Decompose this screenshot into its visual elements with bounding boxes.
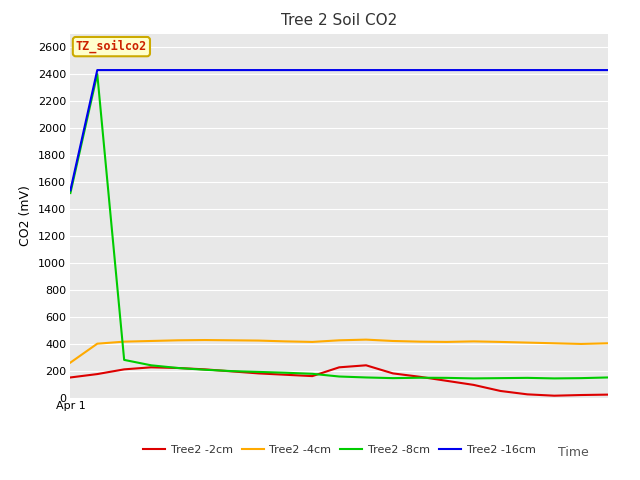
Tree2 -8cm bbox=[604, 374, 612, 380]
Tree2 -8cm bbox=[524, 375, 531, 381]
Tree2 -16cm bbox=[120, 67, 128, 73]
Tree2 -16cm bbox=[470, 67, 477, 73]
Tree2 -16cm bbox=[201, 67, 209, 73]
Tree2 -8cm bbox=[389, 375, 397, 381]
Tree2 -16cm bbox=[147, 67, 155, 73]
Tree2 -4cm bbox=[470, 338, 477, 344]
Tree2 -8cm bbox=[255, 369, 262, 375]
Tree2 -16cm bbox=[93, 67, 101, 73]
Tree2 -4cm bbox=[255, 338, 262, 344]
Text: TZ_soilco2: TZ_soilco2 bbox=[76, 40, 147, 53]
Tree2 -2cm bbox=[67, 374, 74, 380]
Line: Tree2 -4cm: Tree2 -4cm bbox=[70, 340, 608, 362]
Tree2 -2cm bbox=[147, 364, 155, 370]
Tree2 -4cm bbox=[497, 339, 504, 345]
Tree2 -8cm bbox=[67, 190, 74, 196]
Tree2 -4cm bbox=[577, 341, 585, 347]
Tree2 -4cm bbox=[604, 340, 612, 346]
Tree2 -4cm bbox=[147, 338, 155, 344]
Tree2 -8cm bbox=[443, 375, 451, 381]
Tree2 -4cm bbox=[201, 337, 209, 343]
Tree2 -4cm bbox=[67, 360, 74, 365]
Tree2 -4cm bbox=[93, 341, 101, 347]
Tree2 -8cm bbox=[201, 367, 209, 372]
Tree2 -2cm bbox=[416, 374, 424, 380]
Tree2 -4cm bbox=[308, 339, 316, 345]
Tree2 -2cm bbox=[174, 365, 182, 371]
Tree2 -4cm bbox=[174, 337, 182, 343]
Tree2 -16cm bbox=[524, 67, 531, 73]
Tree2 -16cm bbox=[335, 67, 343, 73]
Tree2 -8cm bbox=[550, 375, 558, 381]
Tree2 -16cm bbox=[282, 67, 289, 73]
Tree2 -2cm bbox=[228, 369, 236, 374]
Line: Tree2 -16cm: Tree2 -16cm bbox=[70, 70, 608, 191]
Tree2 -8cm bbox=[577, 375, 585, 381]
Tree2 -16cm bbox=[308, 67, 316, 73]
Tree2 -2cm bbox=[470, 382, 477, 388]
Tree2 -8cm bbox=[416, 375, 424, 381]
Tree2 -16cm bbox=[550, 67, 558, 73]
Line: Tree2 -2cm: Tree2 -2cm bbox=[70, 365, 608, 396]
Tree2 -4cm bbox=[389, 338, 397, 344]
Tree2 -8cm bbox=[335, 373, 343, 379]
Tree2 -16cm bbox=[255, 67, 262, 73]
Tree2 -4cm bbox=[550, 340, 558, 346]
Tree2 -16cm bbox=[604, 67, 612, 73]
Title: Tree 2 Soil CO2: Tree 2 Soil CO2 bbox=[281, 13, 397, 28]
Y-axis label: CO2 (mV): CO2 (mV) bbox=[19, 186, 33, 246]
Tree2 -8cm bbox=[147, 362, 155, 368]
Tree2 -2cm bbox=[308, 373, 316, 379]
Tree2 -8cm bbox=[93, 71, 101, 77]
Tree2 -4cm bbox=[524, 340, 531, 346]
Tree2 -16cm bbox=[577, 67, 585, 73]
Tree2 -4cm bbox=[228, 337, 236, 343]
Tree2 -2cm bbox=[389, 371, 397, 376]
Tree2 -2cm bbox=[120, 366, 128, 372]
Tree2 -2cm bbox=[255, 371, 262, 376]
Tree2 -2cm bbox=[497, 388, 504, 394]
Tree2 -8cm bbox=[282, 370, 289, 376]
Tree2 -8cm bbox=[497, 375, 504, 381]
Tree2 -16cm bbox=[228, 67, 236, 73]
Tree2 -2cm bbox=[335, 364, 343, 370]
Tree2 -4cm bbox=[362, 337, 370, 343]
Tree2 -8cm bbox=[174, 365, 182, 371]
Tree2 -8cm bbox=[362, 374, 370, 380]
Tree2 -2cm bbox=[201, 366, 209, 372]
Tree2 -16cm bbox=[416, 67, 424, 73]
Tree2 -8cm bbox=[120, 357, 128, 363]
Tree2 -2cm bbox=[443, 378, 451, 384]
Tree2 -16cm bbox=[389, 67, 397, 73]
Tree2 -16cm bbox=[443, 67, 451, 73]
Text: Time: Time bbox=[558, 446, 589, 459]
Line: Tree2 -8cm: Tree2 -8cm bbox=[70, 74, 608, 378]
Tree2 -16cm bbox=[497, 67, 504, 73]
Tree2 -2cm bbox=[93, 371, 101, 377]
Tree2 -2cm bbox=[577, 392, 585, 398]
Tree2 -4cm bbox=[282, 338, 289, 344]
Tree2 -2cm bbox=[524, 392, 531, 397]
Legend: Tree2 -2cm, Tree2 -4cm, Tree2 -8cm, Tree2 -16cm: Tree2 -2cm, Tree2 -4cm, Tree2 -8cm, Tree… bbox=[138, 441, 540, 459]
Tree2 -4cm bbox=[443, 339, 451, 345]
Tree2 -8cm bbox=[470, 375, 477, 381]
Tree2 -16cm bbox=[174, 67, 182, 73]
Tree2 -4cm bbox=[120, 339, 128, 345]
Tree2 -2cm bbox=[282, 372, 289, 378]
Tree2 -2cm bbox=[550, 393, 558, 398]
Tree2 -16cm bbox=[67, 188, 74, 193]
Tree2 -2cm bbox=[362, 362, 370, 368]
Tree2 -8cm bbox=[308, 371, 316, 377]
Tree2 -4cm bbox=[335, 337, 343, 343]
Tree2 -16cm bbox=[362, 67, 370, 73]
Tree2 -4cm bbox=[416, 339, 424, 345]
Tree2 -8cm bbox=[228, 368, 236, 374]
Tree2 -2cm bbox=[604, 392, 612, 397]
